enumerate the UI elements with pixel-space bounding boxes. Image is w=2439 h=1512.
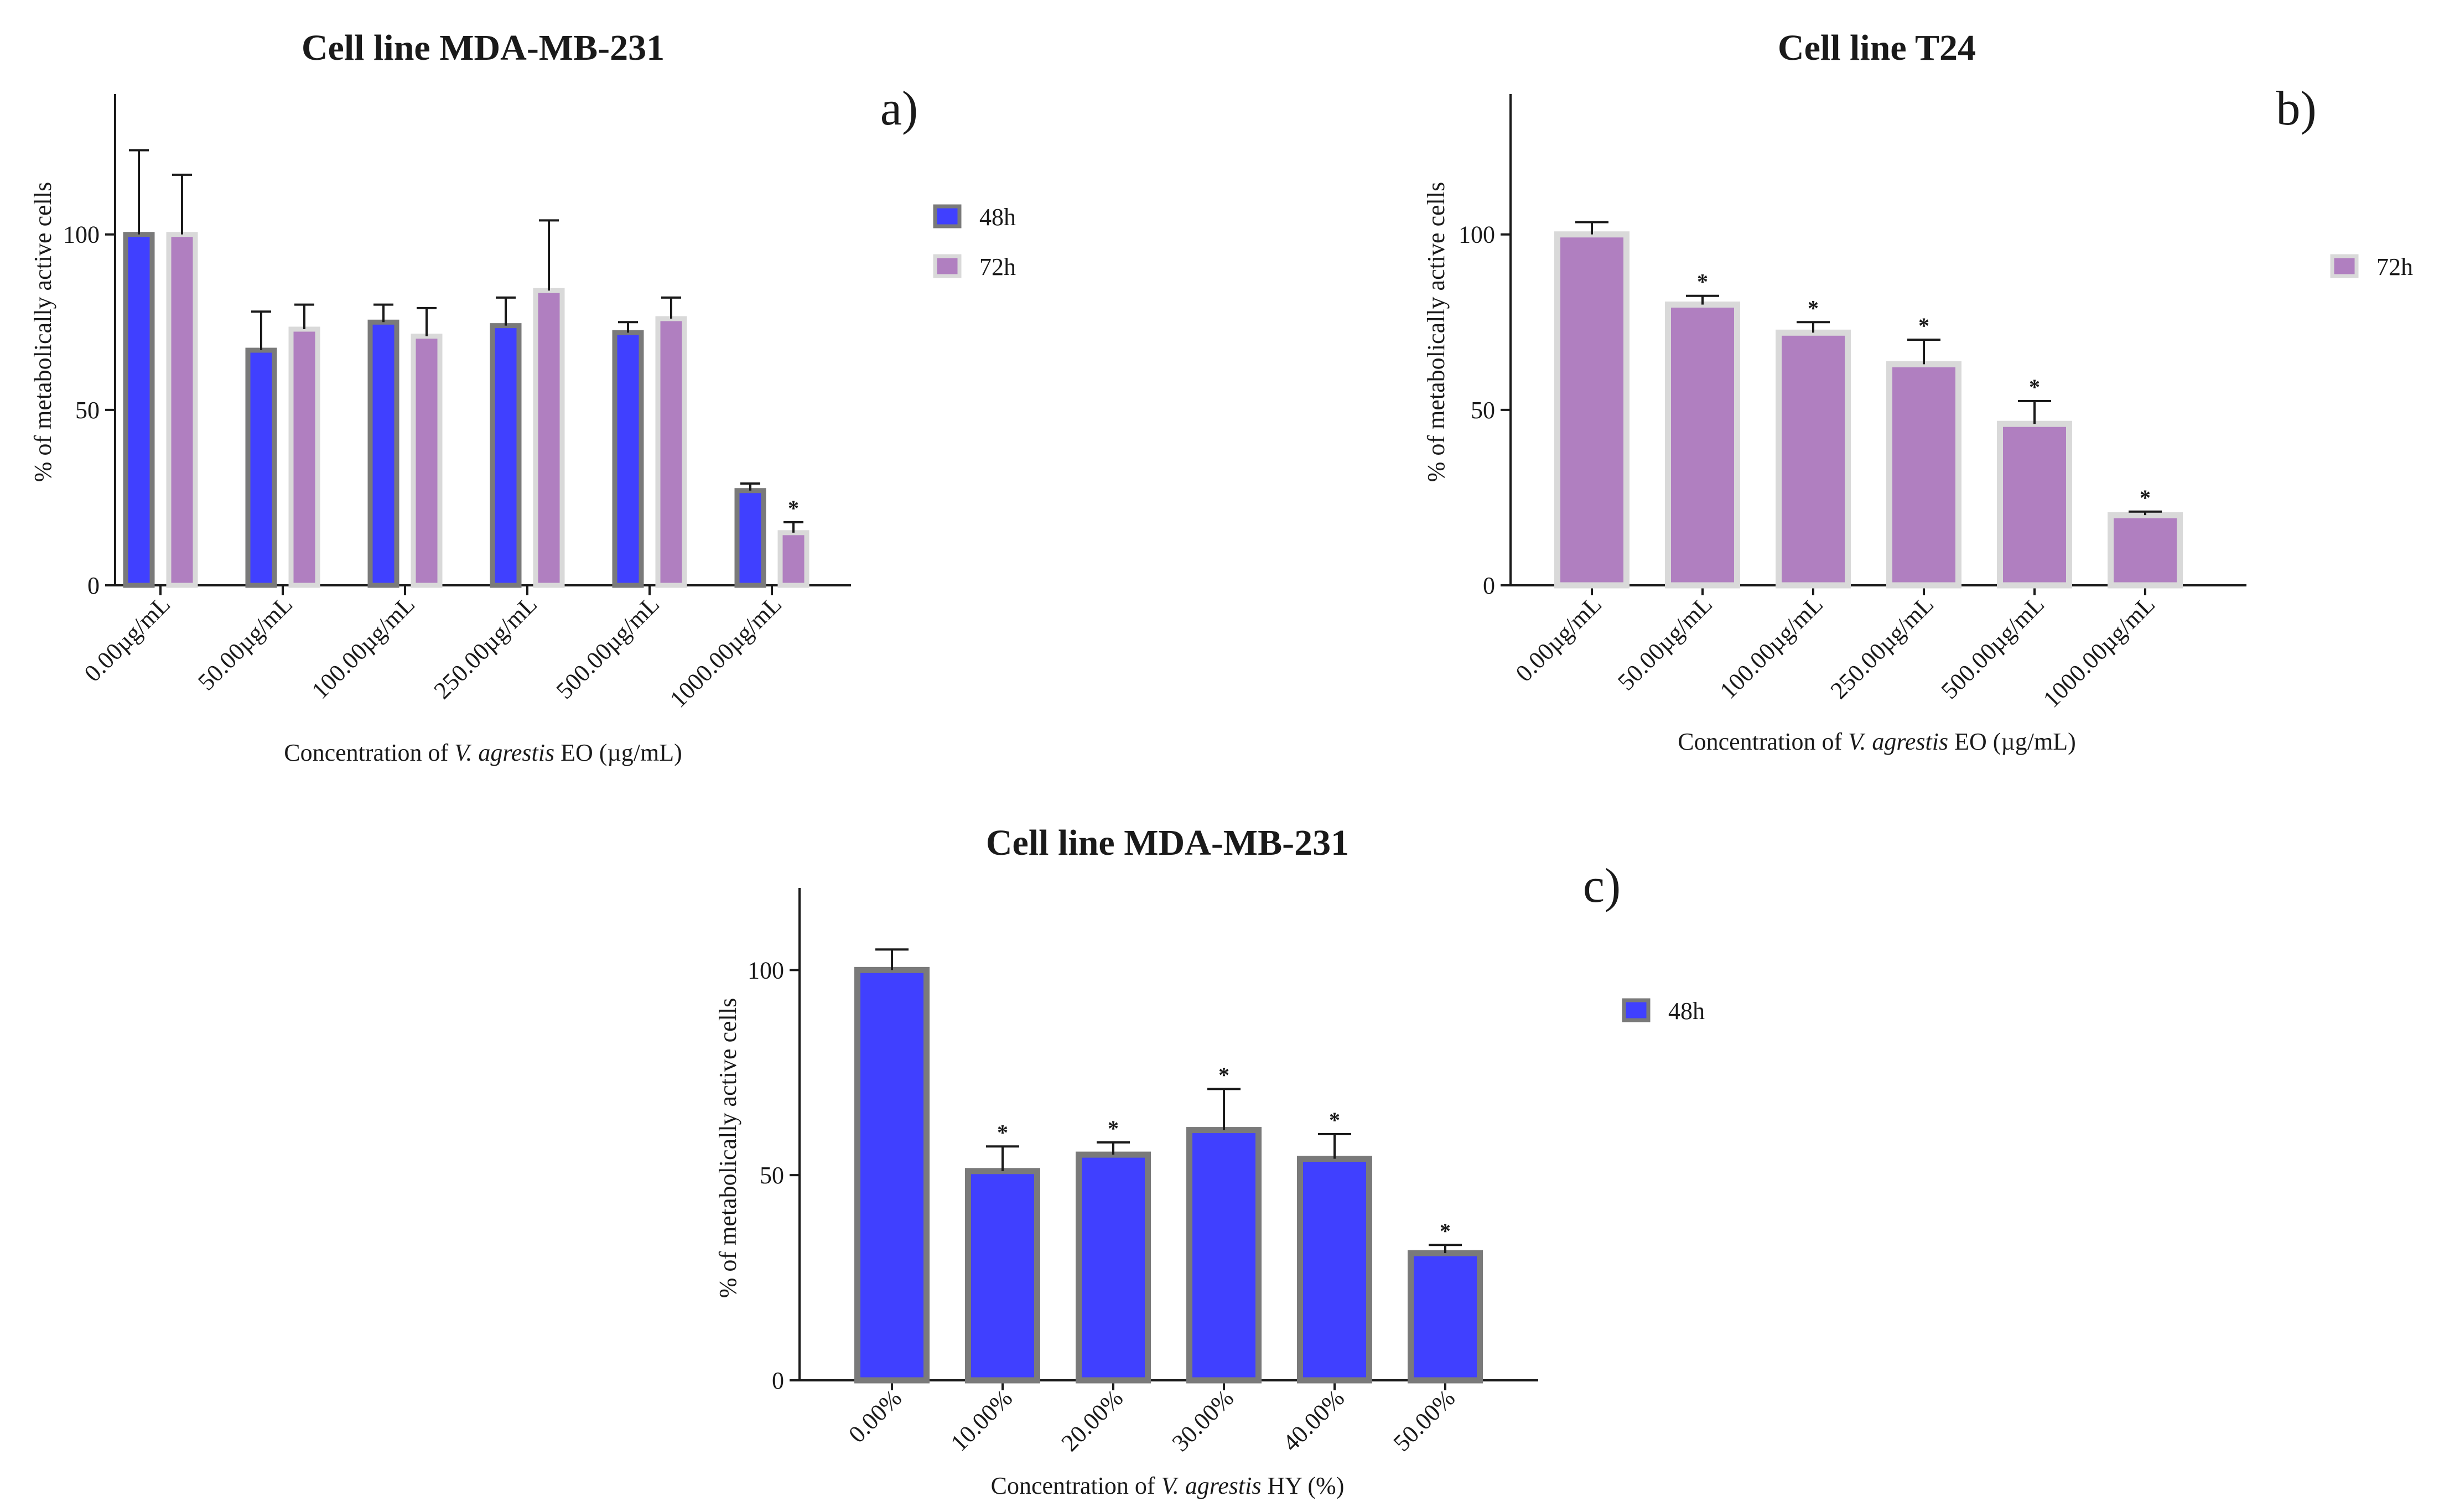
bar-72h: [777, 530, 809, 588]
x-axis-label-prefix: Concentration of: [1678, 728, 1848, 755]
significance-star: *: [1440, 1218, 1451, 1243]
panel-label: b): [2276, 82, 2316, 136]
y-tick-label: 100: [63, 221, 100, 248]
bar-72h: [166, 232, 198, 588]
bar-72h: [1886, 361, 1961, 589]
x-axis-label-prefix: Concentration of: [991, 1472, 1161, 1499]
x-axis-label-suffix: EO (µg/mL): [554, 739, 682, 766]
x-tick-label: 0.00%: [843, 1384, 907, 1448]
x-tick-label: 40.00%: [1277, 1384, 1350, 1457]
chart-title: Cell line T24: [1778, 28, 1976, 68]
significance-star: *: [1108, 1116, 1119, 1141]
legend-label-72h: 72h: [979, 253, 1016, 280]
bar-48h: [1408, 1250, 1483, 1384]
x-tick-label: 500.00µg/mL: [551, 590, 665, 704]
x-axis-label-species: V. agrestis: [1848, 728, 1948, 755]
chart-title: Cell line MDA-MB-231: [302, 28, 665, 68]
significance-star: *: [1808, 295, 1819, 320]
significance-star: *: [2140, 485, 2151, 510]
x-tick-label: 0.00µg/mL: [1511, 590, 1607, 687]
x-axis-label: Concentration of V. agrestis HY (%): [991, 1472, 1345, 1499]
y-tick-label: 50: [75, 397, 100, 424]
significance-star: *: [1918, 313, 1929, 338]
legend-label-48h: 48h: [1668, 997, 1705, 1025]
significance-star: *: [2029, 375, 2040, 399]
legend-swatch-48h: [933, 204, 962, 228]
bar-72h: [411, 334, 443, 588]
legend-label-48h: 48h: [979, 204, 1016, 231]
x-axis-label-species: V. agrestis: [1161, 1472, 1262, 1499]
bar-72h: [1665, 302, 1740, 589]
x-tick-label: 10.00%: [945, 1384, 1018, 1457]
x-tick-label: 50.00µg/mL: [193, 590, 298, 695]
chart-b: Cell line T24 b) 0 50 100 % of metabolically …: [1423, 28, 2413, 755]
x-tick-label: 0.00µg/mL: [79, 590, 175, 687]
bar-48h: [854, 967, 930, 1384]
y-axis-label: % of metabolically active cells: [29, 182, 56, 482]
bar-48h: [490, 323, 522, 588]
panel-label: c): [1583, 859, 1621, 913]
bar-48h: [123, 232, 155, 588]
bar-48h: [245, 347, 277, 588]
bar-72h: [533, 288, 565, 588]
x-tick-label: 100.00µg/mL: [1715, 590, 1829, 704]
y-tick-label: 100: [748, 957, 784, 984]
significance-star: *: [997, 1120, 1008, 1145]
bar-72h: [1776, 329, 1851, 589]
x-tick-label: 50.00%: [1388, 1384, 1460, 1457]
x-axis-label-suffix: EO (µg/mL): [1948, 728, 2076, 755]
panel-label: a): [880, 82, 918, 136]
bar-72h: [655, 316, 687, 588]
x-tick-label: 30.00%: [1166, 1384, 1239, 1457]
x-axis-label: Concentration of V. agrestis EO (µg/mL): [284, 739, 682, 766]
x-tick-label: 100.00µg/mL: [307, 590, 421, 704]
x-axis-label: Concentration of V. agrestis EO (µg/mL): [1678, 728, 2075, 755]
y-tick-label: 0: [87, 572, 100, 599]
x-tick-label: 250.00µg/mL: [429, 590, 543, 704]
y-tick-label: 50: [1471, 397, 1495, 424]
bar-48h: [734, 488, 766, 588]
bar-48h: [1186, 1127, 1262, 1384]
y-axis-label: % of metabolically active cells: [1423, 182, 1450, 482]
legend-swatch-72h: [2330, 254, 2359, 278]
x-tick-label: 500.00µg/mL: [1936, 590, 2050, 704]
x-tick-label: 50.00µg/mL: [1612, 590, 1717, 695]
x-axis-label-prefix: Concentration of: [284, 739, 454, 766]
bar-72h: [288, 326, 320, 588]
y-tick-label: 0: [772, 1367, 784, 1394]
chart-c: Cell line MDA-MB-231 c) 0 50 100 % of metabol…: [714, 823, 1705, 1499]
bar-48h: [367, 319, 399, 588]
x-axis-label-species: V. agrestis: [454, 739, 554, 766]
x-axis-label-suffix: HY (%): [1261, 1472, 1344, 1499]
significance-star: *: [1329, 1108, 1340, 1132]
bar-48h: [1297, 1156, 1372, 1384]
significance-star: *: [1218, 1062, 1229, 1087]
y-tick-label: 100: [1459, 221, 1495, 248]
bar-48h: [612, 330, 644, 588]
bar-72h: [1997, 420, 2072, 589]
legend-swatch-72h: [933, 254, 962, 278]
y-tick-label: 0: [1483, 572, 1495, 599]
bar-48h: [965, 1168, 1040, 1384]
bar-48h: [1076, 1151, 1151, 1384]
bar-72h: [2108, 512, 2183, 589]
y-tick-label: 50: [760, 1162, 784, 1189]
chart-title: Cell line MDA-MB-231: [986, 823, 1349, 863]
x-tick-label: 1000.00µg/mL: [2038, 590, 2160, 713]
chart-a: Cell line MDA-MB-231 a) 0 50 100 % of metabol…: [29, 28, 1016, 766]
significance-star: *: [788, 496, 799, 521]
bar-72h: [1554, 231, 1630, 589]
x-tick-label: 250.00µg/mL: [1825, 590, 1939, 704]
legend-swatch-48h: [1622, 998, 1651, 1022]
y-axis-label: % of metabolically active cells: [714, 998, 741, 1298]
x-tick-label: 20.00%: [1056, 1384, 1128, 1457]
significance-star: *: [1697, 269, 1708, 294]
x-tick-label: 1000.00µg/mL: [665, 590, 787, 713]
legend-label-72h: 72h: [2376, 253, 2413, 280]
